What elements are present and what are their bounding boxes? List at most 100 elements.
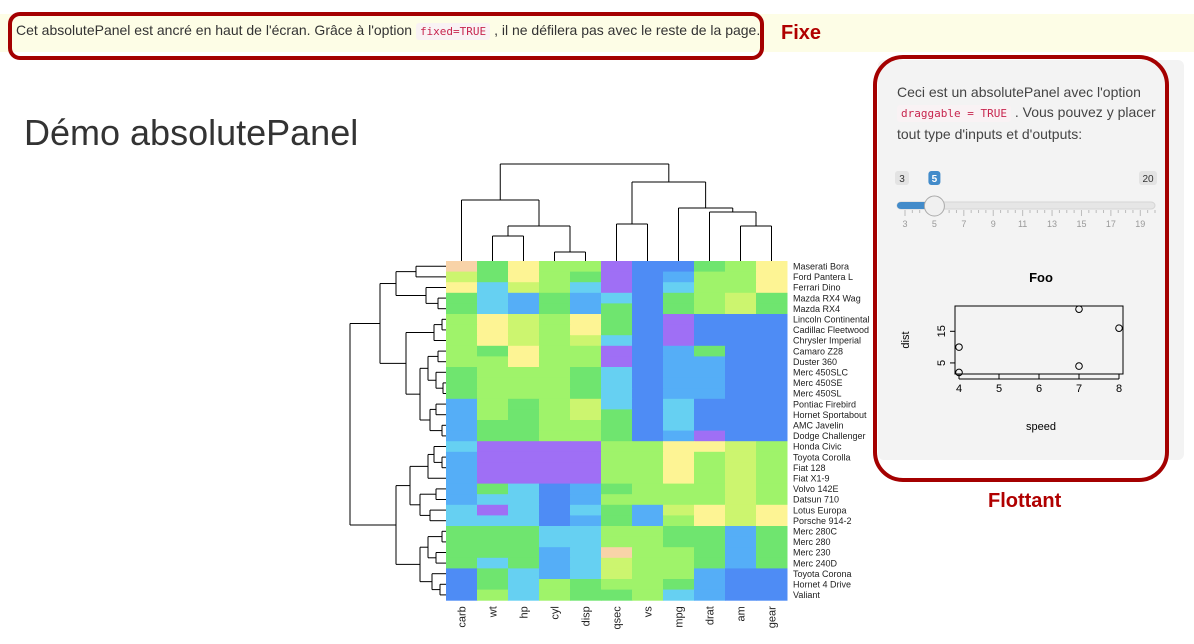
heatmap-cell xyxy=(477,420,509,432)
heatmap-cell xyxy=(446,536,478,548)
heatmap-cell xyxy=(477,345,509,357)
page-title: Démo absolutePanel xyxy=(24,112,359,153)
heatmap-cell xyxy=(508,367,540,379)
heatmap-cell xyxy=(477,324,509,336)
heatmap-cell xyxy=(477,292,509,304)
heatmap-cell xyxy=(756,536,788,548)
heatmap-cell xyxy=(663,303,695,315)
heatmap-cell xyxy=(663,526,695,538)
heatmap-cell xyxy=(601,557,633,569)
heatmap-cell xyxy=(570,473,602,485)
heatmap-cell xyxy=(756,483,788,495)
heatmap-cell xyxy=(477,451,509,463)
heatmap-cell xyxy=(663,430,695,442)
heatmap-cell xyxy=(663,345,695,357)
heatmap-cell xyxy=(508,335,540,347)
slider-handle[interactable] xyxy=(923,195,945,217)
heatmap-cell xyxy=(477,462,509,474)
fixed-text-before: Cet absolutePanel est ancré en haut de l… xyxy=(16,22,413,38)
heatmap-cell xyxy=(694,441,726,453)
heatmap-cell xyxy=(477,589,509,601)
heatmap-cell xyxy=(725,282,757,294)
heatmap-cell xyxy=(632,388,664,400)
heatmap-cell xyxy=(756,494,788,506)
heatmap-cell xyxy=(570,547,602,559)
heatmap-cell xyxy=(632,462,664,474)
slider-value-label: 5 xyxy=(932,174,938,185)
heatmap-cell xyxy=(694,314,726,326)
heatmap-cell xyxy=(539,335,571,347)
heatmap-cell xyxy=(632,515,664,527)
heatmap-cell xyxy=(694,483,726,495)
heatmap-cell xyxy=(601,282,633,294)
heatmap-cell xyxy=(446,557,478,569)
heatmap-cell xyxy=(570,409,602,421)
slider-input[interactable]: 3 20 5 3 5 7 9 11 13 15 17 19 xyxy=(895,168,1165,232)
heatmap-cell xyxy=(725,367,757,379)
heatmap-cell xyxy=(694,409,726,421)
column-label: mpg xyxy=(674,606,686,627)
row-label: Camaro Z28 xyxy=(793,346,843,356)
heatmap-cell xyxy=(663,324,695,336)
heatmap-cell xyxy=(446,292,478,304)
heatmap-cell xyxy=(477,536,509,548)
heatmap-cell xyxy=(570,589,602,601)
heatmap-cell xyxy=(446,377,478,389)
data-point xyxy=(1075,362,1083,370)
heatmap-cell xyxy=(632,314,664,326)
heatmap-cell xyxy=(446,430,478,442)
floating-panel[interactable] xyxy=(878,60,1184,460)
column-label: vs xyxy=(643,606,655,618)
heatmap-cell xyxy=(663,589,695,601)
heatmap-cell xyxy=(539,398,571,410)
x-tick-label: 7 xyxy=(1076,383,1082,395)
floating-panel-text: Ceci est un absolutePanel avec l'option d… xyxy=(897,82,1165,144)
heatmap-cell xyxy=(601,473,633,485)
heatmap-cell xyxy=(694,324,726,336)
heatmap-cell xyxy=(601,303,633,315)
heatmap-cell xyxy=(756,388,788,400)
heatmap-cell xyxy=(570,303,602,315)
heatmap-cell xyxy=(446,303,478,315)
heatmap-cell xyxy=(725,398,757,410)
heatmap-cell xyxy=(477,430,509,442)
scatter-plot: Foo 4 5 6 7 8 5 15 speed dist xyxy=(900,270,1124,433)
row-label: Pontiac Firebird xyxy=(793,399,856,409)
slider-tick-label: 13 xyxy=(1047,219,1057,229)
heatmap-cell xyxy=(663,494,695,506)
heatmap-cell xyxy=(694,303,726,315)
row-label: Honda Civic xyxy=(793,442,842,452)
row-label: Volvo 142E xyxy=(793,484,839,494)
heatmap-cell xyxy=(632,398,664,410)
heatmap-cell xyxy=(756,526,788,538)
heatmap-cell xyxy=(725,589,757,601)
heatmap-cell xyxy=(570,314,602,326)
row-label: Hornet 4 Drive xyxy=(793,579,851,589)
heatmap-cell xyxy=(694,282,726,294)
heatmap-cell xyxy=(756,557,788,569)
heatmap-cell xyxy=(663,356,695,368)
heatmap-cell xyxy=(539,377,571,389)
heatmap-cell xyxy=(663,314,695,326)
heatmap-cell xyxy=(508,292,540,304)
heatmap-cell xyxy=(694,377,726,389)
row-label: Toyota Corolla xyxy=(793,452,851,462)
heatmap-cell xyxy=(508,388,540,400)
heatmap-cell xyxy=(539,515,571,527)
heatmap-cell xyxy=(477,356,509,368)
heatmap-cell xyxy=(632,441,664,453)
heatmap-cell xyxy=(601,526,633,538)
heatmap-cell xyxy=(725,451,757,463)
heatmap-cell xyxy=(601,536,633,548)
heatmap-cell xyxy=(756,324,788,336)
heatmap-cell xyxy=(508,504,540,516)
heatmap-cell xyxy=(725,324,757,336)
heatmap-cell xyxy=(539,292,571,304)
heatmap-cell xyxy=(694,536,726,548)
heatmap-cell xyxy=(756,568,788,580)
heatmap-cell xyxy=(632,335,664,347)
heatmap-cell xyxy=(539,494,571,506)
heatmap-cell xyxy=(756,473,788,485)
heatmap-cell xyxy=(446,515,478,527)
heatmap-cell xyxy=(508,526,540,538)
